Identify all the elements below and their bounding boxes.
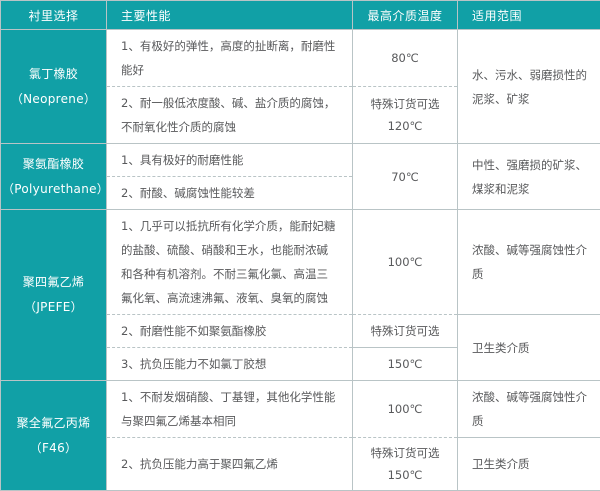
scope-cell: 卫生类介质 bbox=[458, 438, 600, 491]
column-header-lining: 衬里选择 bbox=[1, 1, 107, 30]
performance-line: 1、几乎可以抵抗所有化学介质，能耐妃糖 bbox=[121, 214, 342, 238]
lining-name-zh: 氯丁橡胶 bbox=[2, 62, 105, 87]
performance-line: 2、耐磨性能不如聚氨酯橡胶 bbox=[121, 319, 342, 343]
lining-name-cell: 氯丁橡胶 （Neoprene） bbox=[1, 30, 107, 144]
performance-line: 1、具有极好的耐磨性能 bbox=[121, 148, 342, 172]
performance-cell: 1、几乎可以抵抗所有化学介质，能耐妃糖 的盐酸、硫酸、硝酸和王水，也能耐浓碱 和… bbox=[107, 210, 353, 315]
scope-line: 卫生类介质 bbox=[472, 452, 592, 476]
max-temp-value: 80℃ bbox=[357, 47, 453, 69]
performance-line: 2、耐酸、碱腐蚀性能较差 bbox=[121, 181, 342, 205]
lining-name-en: （F46） bbox=[2, 436, 105, 461]
lining-name-en: （Neoprene） bbox=[2, 87, 105, 112]
performance-line: 氟化氧、高流速沸氟、液氧、臭氧的腐蚀 bbox=[121, 286, 342, 310]
lining-name-en: （JPEFE） bbox=[2, 295, 105, 320]
column-header-performance: 主要性能 bbox=[107, 1, 353, 30]
performance-line: 与聚四氟乙烯基本相同 bbox=[121, 409, 342, 433]
scope-line: 浓酸、碱等强腐蚀性介 bbox=[472, 238, 592, 262]
column-header-max-temp: 最高介质温度 bbox=[353, 1, 458, 30]
performance-cell: 1、具有极好的耐磨性能 bbox=[107, 144, 353, 177]
max-temp-cell: 70℃ bbox=[353, 144, 458, 210]
scope-cell: 浓酸、碱等强腐蚀性介 质 bbox=[458, 381, 600, 438]
performance-line: 不耐氧化性介质的腐蚀 bbox=[121, 115, 342, 139]
performance-cell: 1、不耐发烟硝酸、丁基锂，其他化学性能 与聚四氟乙烯基本相同 bbox=[107, 381, 353, 438]
scope-line: 质 bbox=[472, 262, 592, 286]
max-temp-cell: 特殊订货可选 150℃ bbox=[353, 438, 458, 491]
performance-line: 和各种有机溶剂。不耐三氟化氯、高温三 bbox=[121, 262, 342, 286]
performance-line: 2、耐一般低浓度酸、碱、盐介质的腐蚀， bbox=[121, 91, 342, 115]
performance-cell: 3、抗负压能力不如氯丁胶想 bbox=[107, 348, 353, 381]
max-temp-value: 150℃ bbox=[357, 464, 453, 486]
table-body: 氯丁橡胶 （Neoprene） 1、有极好的弹性，高度的扯断离，耐磨性 能好 8… bbox=[1, 30, 600, 491]
scope-line: 泥浆、矿浆 bbox=[472, 87, 592, 111]
lining-name-cell: 聚氨酯橡胶 （Polyurethane） bbox=[1, 144, 107, 210]
max-temp-value: 150℃ bbox=[357, 353, 453, 375]
scope-line: 煤浆和泥浆 bbox=[472, 177, 592, 201]
scope-cell: 卫生类介质 bbox=[458, 315, 600, 381]
max-temp-note: 特殊订货可选 bbox=[357, 442, 453, 464]
table-row: 聚氨酯橡胶 （Polyurethane） 1、具有极好的耐磨性能 70℃ 中性、… bbox=[1, 144, 600, 177]
performance-line: 1、不耐发烟硝酸、丁基锂，其他化学性能 bbox=[121, 385, 342, 409]
lining-name-zh: 聚全氟乙丙烯 bbox=[2, 411, 105, 436]
scope-cell: 浓酸、碱等强腐蚀性介 质 bbox=[458, 210, 600, 315]
performance-line: 2、抗负压能力高于聚四氟乙烯 bbox=[121, 452, 342, 476]
table-row: 聚四氟乙烯 （JPEFE） 1、几乎可以抵抗所有化学介质，能耐妃糖 的盐酸、硫酸… bbox=[1, 210, 600, 315]
performance-cell: 2、耐酸、碱腐蚀性能较差 bbox=[107, 177, 353, 210]
scope-cell: 水、污水、弱磨损性的 泥浆、矿浆 bbox=[458, 30, 600, 144]
lining-name-zh: 聚氨酯橡胶 bbox=[2, 152, 105, 177]
scope-line: 质 bbox=[472, 409, 592, 433]
max-temp-note: 特殊订货可选 bbox=[357, 320, 453, 342]
scope-line: 水、污水、弱磨损性的 bbox=[472, 63, 592, 87]
performance-line: 1、有极好的弹性，高度的扯断离，耐磨性 bbox=[121, 34, 342, 58]
lining-name-cell: 聚四氟乙烯 （JPEFE） bbox=[1, 210, 107, 381]
table-row: 氯丁橡胶 （Neoprene） 1、有极好的弹性，高度的扯断离，耐磨性 能好 8… bbox=[1, 30, 600, 87]
lining-name-zh: 聚四氟乙烯 bbox=[2, 270, 105, 295]
scope-cell: 中性、强磨损的矿浆、 煤浆和泥浆 bbox=[458, 144, 600, 210]
performance-line: 3、抗负压能力不如氯丁胶想 bbox=[121, 352, 342, 376]
max-temp-cell: 100℃ bbox=[353, 381, 458, 438]
max-temp-cell: 特殊订货可选 120℃ bbox=[353, 87, 458, 144]
max-temp-value: 70℃ bbox=[357, 166, 453, 188]
scope-line: 中性、强磨损的矿浆、 bbox=[472, 153, 592, 177]
performance-cell: 2、耐磨性能不如聚氨酯橡胶 bbox=[107, 315, 353, 348]
lining-name-en: （Polyurethane） bbox=[2, 177, 105, 202]
max-temp-cell: 特殊订货可选 bbox=[353, 315, 458, 348]
scope-line: 卫生类介质 bbox=[472, 336, 592, 360]
column-header-scope: 适用范围 bbox=[458, 1, 600, 30]
scope-line: 浓酸、碱等强腐蚀性介 bbox=[472, 385, 592, 409]
performance-line: 的盐酸、硫酸、硝酸和王水，也能耐浓碱 bbox=[121, 238, 342, 262]
performance-cell: 1、有极好的弹性，高度的扯断离，耐磨性 能好 bbox=[107, 30, 353, 87]
table-row: 聚全氟乙丙烯 （F46） 1、不耐发烟硝酸、丁基锂，其他化学性能 与聚四氟乙烯基… bbox=[1, 381, 600, 438]
max-temp-value: 100℃ bbox=[357, 251, 453, 273]
max-temp-note: 特殊订货可选 bbox=[357, 93, 453, 115]
table-header: 衬里选择 主要性能 最高介质温度 适用范围 bbox=[1, 1, 600, 30]
max-temp-cell: 80℃ bbox=[353, 30, 458, 87]
max-temp-cell: 150℃ bbox=[353, 348, 458, 381]
lining-name-cell: 聚全氟乙丙烯 （F46） bbox=[1, 381, 107, 491]
max-temp-cell: 100℃ bbox=[353, 210, 458, 315]
performance-cell: 2、抗负压能力高于聚四氟乙烯 bbox=[107, 438, 353, 491]
performance-cell: 2、耐一般低浓度酸、碱、盐介质的腐蚀， 不耐氧化性介质的腐蚀 bbox=[107, 87, 353, 144]
performance-line: 能好 bbox=[121, 58, 342, 82]
max-temp-value: 100℃ bbox=[357, 398, 453, 420]
max-temp-value: 120℃ bbox=[357, 115, 453, 137]
header-row: 衬里选择 主要性能 最高介质温度 适用范围 bbox=[1, 1, 600, 30]
